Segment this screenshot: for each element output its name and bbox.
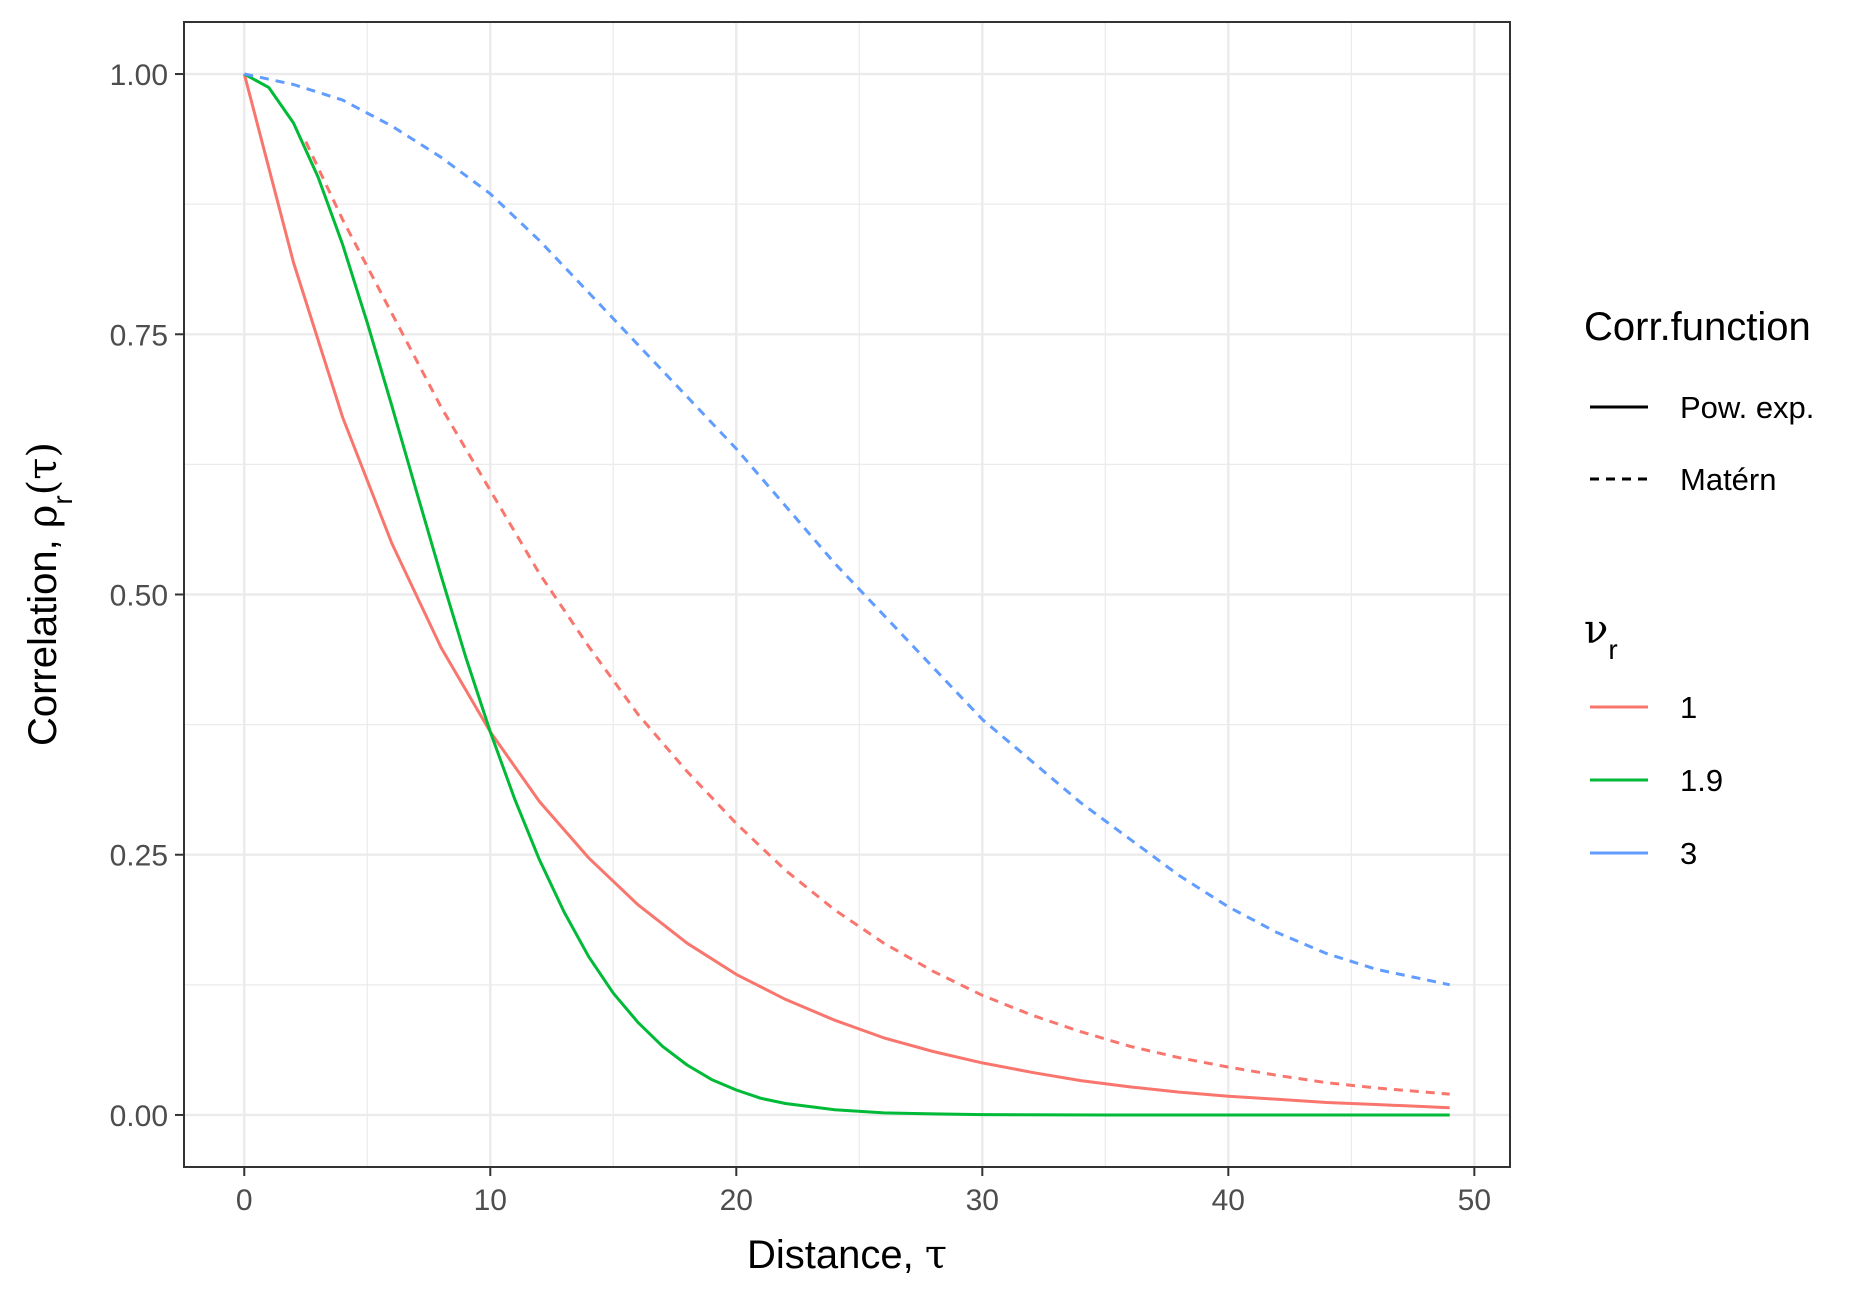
series-line-1 bbox=[243, 72, 1450, 1117]
legend-linetype: Corr.function Pow. exp. Matérn bbox=[1584, 305, 1814, 497]
legend-color-title: νr bbox=[1584, 607, 1618, 665]
x-tick-label: 50 bbox=[1458, 1184, 1491, 1217]
y-tick-label: 0.50 bbox=[110, 580, 168, 613]
x-axis-title: Distance, τ bbox=[747, 1232, 947, 1278]
legend-label-pow-exp: Pow. exp. bbox=[1680, 390, 1814, 425]
y-axis-title: Correlation, ρr(τ) bbox=[20, 442, 78, 746]
series-line-0 bbox=[242, 73, 1450, 1110]
x-tick-label: 40 bbox=[1212, 1184, 1245, 1217]
y-tick-label: 0.00 bbox=[110, 1100, 168, 1133]
x-tick-label: 20 bbox=[720, 1184, 753, 1217]
grid-major bbox=[184, 22, 1510, 1167]
legend-label-1-9: 1.9 bbox=[1680, 763, 1723, 798]
x-tick-label: 30 bbox=[966, 1184, 999, 1217]
y-tick-label: 1.00 bbox=[110, 59, 168, 92]
legend-label-matern: Matérn bbox=[1680, 462, 1776, 497]
legend-linetype-title: Corr.function bbox=[1584, 305, 1811, 349]
x-tick-label: 10 bbox=[474, 1184, 507, 1217]
series-line-2 bbox=[304, 141, 1450, 1096]
y-tick-label: 0.75 bbox=[110, 319, 168, 352]
x-axis: 0 10 20 30 40 50 bbox=[236, 1167, 1491, 1217]
legend-label-3: 3 bbox=[1680, 836, 1697, 871]
x-tick-label: 0 bbox=[236, 1184, 253, 1217]
series-line-3 bbox=[243, 72, 1451, 987]
legend-label-1: 1 bbox=[1680, 690, 1697, 725]
y-axis: 0.00 0.25 0.50 0.75 1.00 bbox=[110, 59, 184, 1133]
series-layer bbox=[242, 72, 1451, 1117]
legend-color: νr 1 1.9 3 bbox=[1584, 607, 1723, 871]
y-tick-label: 0.25 bbox=[110, 840, 168, 873]
